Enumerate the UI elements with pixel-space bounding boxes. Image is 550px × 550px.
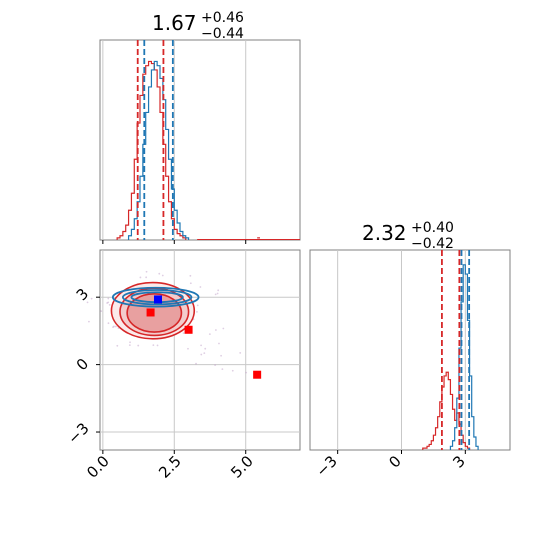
bl-scatter-point: [100, 310, 103, 313]
top-left-histogram-red: [116, 60, 187, 240]
top-left-histogram-panel: [99, 39, 301, 244]
bl-scatter-point: [139, 276, 142, 279]
bl-scatter-point: [199, 286, 202, 288]
bl-scatter-point: [195, 362, 197, 365]
bottom-left-y-tick-labels: 3 0 −3: [64, 285, 92, 448]
bl-scatter-point: [189, 274, 192, 277]
bottom-left-plot-area: [99, 249, 301, 451]
bottom-left-markers: [146, 295, 262, 379]
x-tick-label-2.5: 2.5: [155, 452, 185, 482]
bl-scatter-point: [112, 326, 114, 329]
bl-blue-contour-1: [121, 289, 193, 306]
bl-scatter-point: [218, 342, 220, 345]
bl-scatter-point: [200, 344, 202, 347]
bl-scatter-point: [152, 344, 155, 347]
top-left-quantile-lines: [136, 40, 174, 240]
y-tick-label-minus3: −3: [64, 419, 92, 447]
br-x-tick-label-minus3: −3: [312, 452, 340, 480]
bottom-right-histogram-panel: [309, 249, 511, 454]
y-tick-label-3: 3: [73, 285, 92, 304]
y-tick-label-0: 0: [73, 355, 92, 374]
top-left-title-plus: +0.46: [201, 10, 244, 26]
bl-marker-red-2: [184, 325, 193, 334]
bl-scatter-point: [216, 292, 219, 295]
bl-scatter-point: [145, 276, 148, 279]
bottom-right-grid: [337, 250, 466, 450]
bl-scatter-point: [107, 297, 110, 300]
bottom-left-grid: [100, 250, 300, 450]
bl-scatter-point: [217, 289, 220, 292]
bl-marker-red-3: [253, 370, 262, 379]
top-left-plot-area: [99, 39, 301, 241]
bl-scatter-point: [196, 310, 198, 313]
bl-scatter-point: [161, 274, 164, 277]
bl-scatter-point: [231, 369, 234, 372]
bl-scatter-point: [88, 320, 90, 323]
br-x-tick-label-3: 3: [449, 452, 468, 471]
bl-scatter-point: [114, 325, 117, 328]
bl-scatter-point: [204, 347, 207, 350]
bottom-left-x-tick-labels: 0.0 2.5 5.0: [83, 452, 257, 482]
top-left-histogram-blue: [127, 60, 190, 240]
bottom-left-tick-marks: [96, 296, 247, 454]
bottom-right-histogram-red: [422, 371, 471, 450]
bl-scatter-point: [145, 270, 148, 273]
bl-scatter-point: [196, 304, 199, 307]
bottom-left-scatter-panel: [86, 249, 301, 454]
bl-scatter-point: [203, 352, 206, 354]
bl-scatter-point: [156, 344, 159, 347]
bl-scatter-point: [187, 347, 189, 350]
x-tick-label-5.0: 5.0: [227, 452, 257, 482]
bottom-right-x-tick-labels: −3 0 3: [312, 452, 468, 480]
top-left-histogram-series: [116, 60, 300, 240]
bl-scatter-point: [182, 332, 185, 335]
bottom-right-plot-area: [309, 249, 511, 451]
bl-scatter-point: [214, 364, 217, 366]
bl-marker-blue-0: [154, 295, 162, 304]
bl-scatter-point: [214, 329, 217, 331]
bl-scatter-point: [220, 354, 222, 357]
bottom-right-histogram-blue: [449, 264, 479, 450]
bl-scatter-point: [239, 352, 242, 354]
bottom-right-title-minus: −0.42: [411, 236, 454, 252]
bottom-right-title-median: 2.32: [362, 221, 407, 245]
bl-scatter-point: [222, 327, 225, 330]
top-left-title-median: 1.67: [152, 11, 197, 35]
bl-scatter-point: [245, 371, 248, 374]
bl-scatter-point: [86, 301, 89, 304]
bottom-right-title-plus: +0.40: [411, 220, 454, 236]
bottom-right-histogram-series: [422, 264, 479, 450]
bl-scatter-point: [107, 301, 110, 304]
bottom-right-tick-marks: [337, 450, 466, 454]
bl-scatter-point: [107, 322, 110, 325]
bl-scatter-point: [189, 282, 192, 285]
top-left-title-minus: −0.44: [201, 26, 244, 42]
bottom-right-title: 2.32 +0.40 −0.42: [362, 220, 454, 252]
bl-scatter-point: [108, 304, 111, 306]
bl-scatter-point: [90, 297, 93, 300]
bl-scatter-point: [137, 344, 140, 347]
bl-scatter-point: [208, 333, 211, 336]
bl-scatter-point: [158, 272, 161, 275]
bl-marker-red-1: [146, 308, 155, 317]
bl-scatter-point: [128, 344, 131, 347]
br-x-tick-label-0: 0: [385, 452, 404, 471]
bl-scatter-point: [129, 341, 131, 344]
top-left-title: 1.67 +0.46 −0.44: [152, 10, 244, 42]
bl-scatter-point: [214, 293, 217, 296]
bl-blue-contour-2: [111, 286, 200, 308]
bl-scatter-point: [221, 368, 224, 371]
bottom-right-quantile-lines: [441, 250, 471, 450]
top-left-tick-marks: [102, 240, 247, 244]
bl-scatter-point: [116, 344, 119, 347]
bl-scatter-point: [200, 353, 203, 356]
x-tick-label-0.0: 0.0: [83, 452, 113, 482]
